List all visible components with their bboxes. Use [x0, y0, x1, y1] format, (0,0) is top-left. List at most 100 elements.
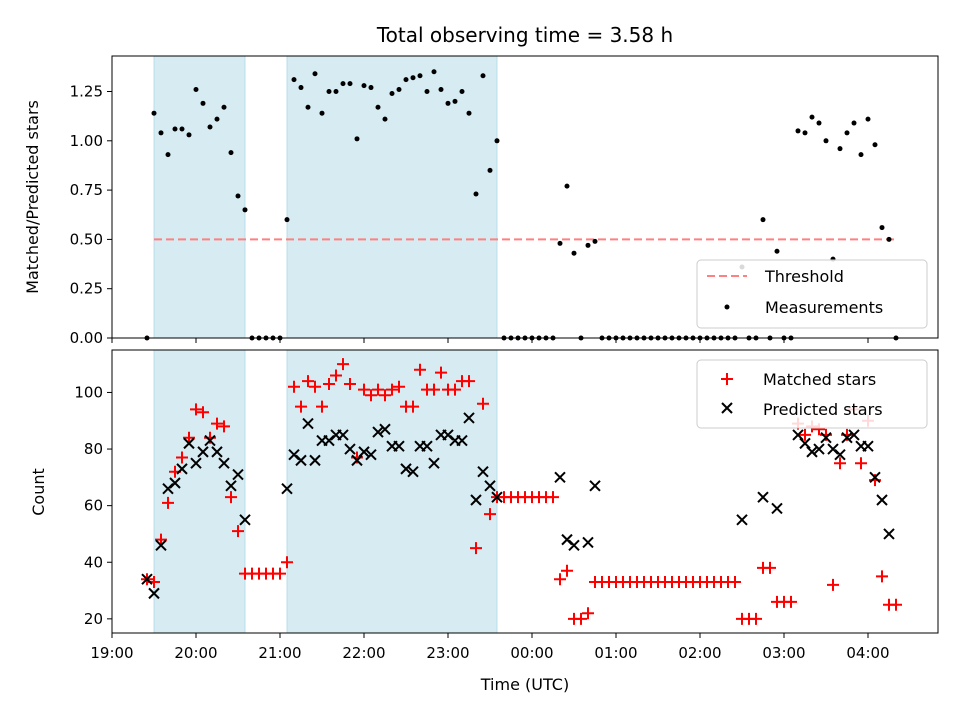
- matched-star-point: [428, 383, 440, 396]
- predicted-star-point: [351, 454, 363, 467]
- measurement-point: [151, 110, 157, 116]
- bottom-plot-frame: [111, 349, 939, 634]
- predicted-star-point: [239, 514, 251, 526]
- predicted-star-point: [554, 471, 566, 484]
- measurement-point: [305, 104, 311, 110]
- measurement-point: [417, 73, 423, 79]
- matched-star-point: [785, 595, 797, 608]
- measurement-point: [816, 120, 822, 126]
- measurement-point: [340, 81, 346, 87]
- matched-star-point: [414, 363, 426, 376]
- top-plot-frame: [111, 55, 939, 339]
- predicted-star-point: [309, 454, 321, 467]
- measurement-point: [228, 150, 234, 156]
- measurement-point: [347, 81, 353, 87]
- measurement-point: [214, 116, 220, 122]
- x-tick-label: 21:00: [258, 644, 301, 662]
- measurement-point: [235, 193, 241, 199]
- measurement-point: [809, 114, 815, 120]
- matched-star-point: [211, 417, 223, 430]
- top-y-tick-label: 1.25: [70, 82, 103, 100]
- ratio-panel: 0.00 0.25 0.50 0.75 1.00 1.25 Matched/Predict…: [23, 55, 939, 347]
- measurement-point: [207, 124, 213, 130]
- matched-star-point: [547, 491, 559, 504]
- x-axis: 19:00 20:00 21:00 22:00 23:00 00:00 01:00 02:00…: [90, 633, 890, 662]
- predicted-star-point: [491, 491, 503, 503]
- legend-matched-label: Matched stars: [763, 370, 876, 389]
- measurement-point: [844, 130, 850, 136]
- measurement-point: [200, 100, 206, 106]
- measurement-point: [473, 191, 479, 197]
- predicted-star-point: [428, 457, 440, 469]
- x-tick-label: 19:00: [90, 644, 133, 662]
- measurement-point: [851, 120, 857, 126]
- measurement-point: [564, 183, 570, 189]
- matched-star-point: [393, 380, 405, 393]
- shaded-interval: [153, 349, 246, 634]
- measurement-point: [221, 104, 227, 110]
- matched-star-point: [435, 366, 447, 379]
- measurement-point: [837, 146, 843, 152]
- x-tick-label: 20:00: [174, 644, 217, 662]
- predicted-star-point: [372, 426, 384, 438]
- top-legend: Threshold Measurements: [696, 259, 928, 329]
- bottom-shaded-intervals: [153, 349, 498, 634]
- measurement-point: [865, 116, 871, 122]
- matched-star-point: [470, 542, 482, 555]
- top-y-tick-label: 1.00: [70, 132, 103, 150]
- matched-star-point: [155, 533, 167, 546]
- predicted-star-point: [169, 477, 181, 489]
- measurement-point: [571, 250, 577, 256]
- measurement-point: [879, 225, 885, 231]
- predicted-star-point: [757, 491, 769, 503]
- x-tick-label: 22:00: [342, 644, 385, 662]
- chart-title: Total observing time = 3.58 h: [376, 23, 673, 47]
- matched-star-point: [183, 431, 195, 444]
- matched-star-point: [295, 400, 307, 413]
- bottom-y-tick-label: 80: [84, 440, 103, 458]
- x-axis-label: Time (UTC): [480, 675, 569, 694]
- predicted-star-point: [183, 437, 195, 450]
- x-tick-label: 03:00: [762, 644, 805, 662]
- measurement-point: [802, 130, 808, 136]
- measurement-point: [557, 240, 563, 246]
- measurement-point: [375, 104, 381, 110]
- measurement-point: [186, 132, 192, 138]
- measurement-point: [396, 87, 402, 93]
- measurement-point: [466, 110, 472, 116]
- measurement-point: [165, 152, 171, 158]
- matched-star-point: [225, 491, 237, 504]
- measurement-point: [319, 110, 325, 116]
- matched-star-point: [197, 406, 209, 419]
- measurement-point: [795, 128, 801, 134]
- measurement-point: [326, 88, 332, 94]
- matched-star-point: [855, 457, 867, 470]
- matched-star-point: [218, 420, 230, 433]
- predicted-star-point: [806, 446, 818, 458]
- matched-star-point: [372, 383, 384, 396]
- matched-star-point: [449, 383, 461, 396]
- matched-star-point: [484, 508, 496, 521]
- legend-measurements-label: Measurements: [765, 298, 883, 317]
- predicted-star-point: [862, 440, 874, 452]
- matched-star-point: [190, 403, 202, 416]
- predicted-star-point: [820, 432, 832, 444]
- matched-star-point: [764, 561, 776, 574]
- x-tick-label: 04:00: [846, 644, 889, 662]
- bottom-legend: Matched stars Predicted stars: [696, 359, 928, 429]
- matched-star-point: [876, 570, 888, 583]
- measurement-point: [445, 100, 451, 106]
- predicted-star-point: [883, 528, 895, 540]
- matched-star-point: [309, 380, 321, 393]
- top-shaded-intervals: [153, 55, 498, 339]
- predicted-star-point: [225, 480, 237, 492]
- measurement-point: [172, 126, 178, 132]
- measurement-point: [823, 138, 829, 144]
- measurement-point: [403, 77, 409, 83]
- x-tick-label: 02:00: [678, 644, 721, 662]
- predicted-star-point: [218, 457, 230, 469]
- matched-star-point: [799, 428, 811, 441]
- top-x-ticks: [111, 338, 869, 343]
- bottom-y-tick-label: 100: [74, 383, 103, 401]
- measurement-point: [487, 167, 493, 173]
